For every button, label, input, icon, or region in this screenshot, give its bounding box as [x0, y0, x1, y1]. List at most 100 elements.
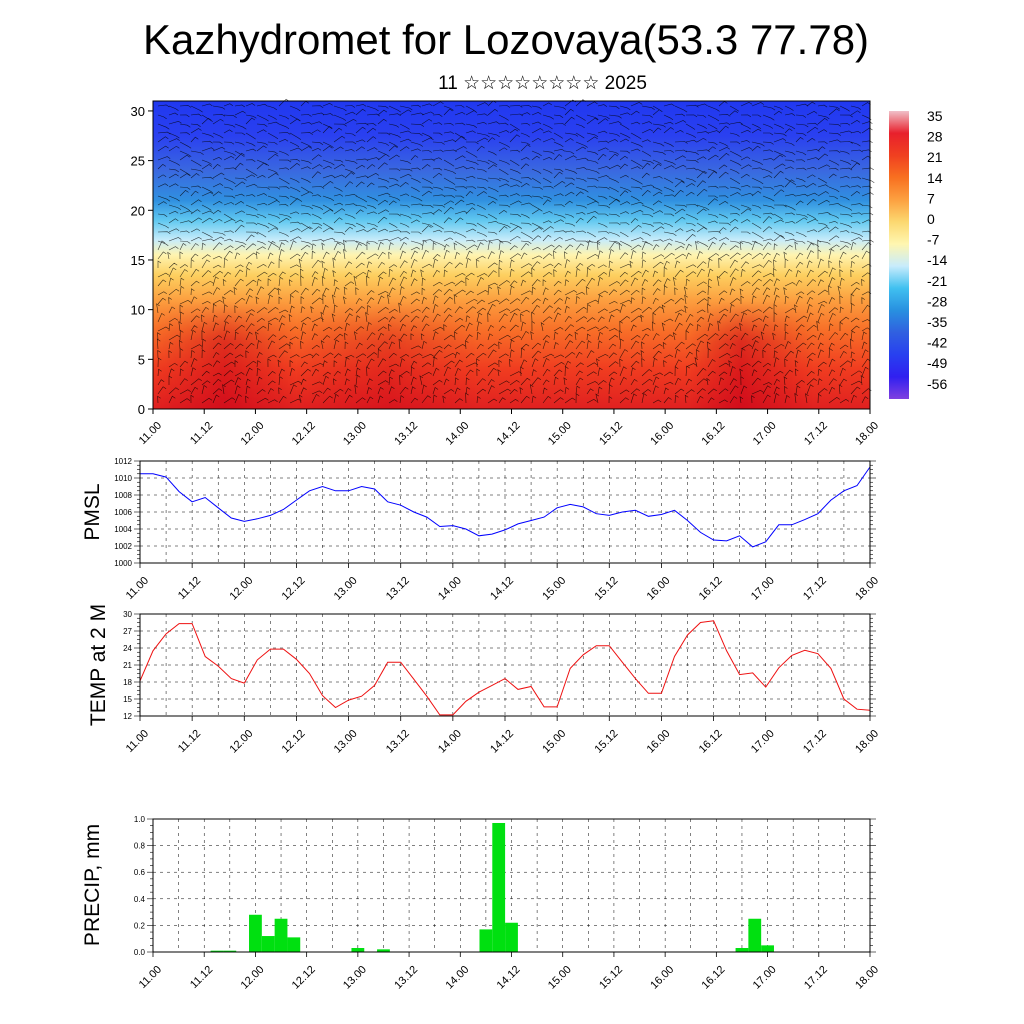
y-tick-label: 1000: [114, 559, 132, 568]
x-tick-label: 11.12: [176, 575, 203, 602]
x-tick-label: 12.00: [227, 575, 255, 603]
y-tick-label: 0.6: [134, 868, 146, 877]
y-tick-label: 24: [123, 644, 132, 653]
x-tick-label: 11.12: [188, 964, 215, 991]
heatmap-x-tick-label: 11.00: [137, 420, 164, 447]
colorbar-strip: [889, 111, 909, 399]
colorbar-label: 7: [927, 190, 935, 206]
y-tick-label: 0.8: [134, 842, 146, 851]
cross-section-panel: 0 5 10 15 20 25 30 11.00 11.12 12.00 12.12 13.00 13…: [131, 98, 881, 448]
heatmap-x-tick-label: 13.12: [392, 420, 420, 448]
precip-bar: [761, 945, 774, 952]
heatmap-x-axis: 11.00 11.12 12.00 12.12 13.00 13.12 14.00 14.12…: [137, 409, 881, 448]
y-tick-label: 1004: [114, 525, 132, 534]
colorbar-label: -28: [927, 293, 947, 309]
precip-bar: [351, 948, 365, 952]
precip-bar: [492, 822, 506, 952]
heatmap-y-tick-label: 0: [138, 402, 145, 417]
heatmap-x-tick-label: 13.00: [341, 420, 369, 448]
heatmap-x-tick-label: 15.12: [597, 420, 625, 448]
colorbar-label: 28: [927, 129, 943, 145]
heatmap-warm-cores: [153, 101, 870, 409]
colorbar-label: -14: [927, 252, 947, 268]
precip-bar: [479, 929, 493, 952]
x-tick-label: 17.12: [801, 728, 829, 756]
x-tick-label: 15.12: [592, 575, 620, 603]
x-tick-label: 11.00: [137, 964, 164, 991]
x-tick-label: 15.00: [540, 575, 568, 603]
y-tick-label: 0.2: [134, 921, 146, 930]
colorbar-label: -49: [927, 355, 947, 371]
precip-bar: [210, 950, 224, 952]
heatmap-y-tick-label: 25: [131, 154, 145, 169]
x-tick-label: 18.00: [853, 964, 881, 992]
y-axis-title: PRECIP, mm: [81, 824, 104, 946]
chart-title: Kazhydromet for Lozovaya(53.3 77.78): [142, 16, 870, 63]
y-tick-label: 1006: [114, 508, 132, 517]
series-line: [140, 466, 871, 548]
x-tick-label: 12.12: [290, 964, 318, 992]
colorbar-label: -42: [927, 335, 947, 351]
precip-bar: [287, 937, 301, 952]
x-tick-label: 11.12: [176, 728, 203, 755]
x-tick-label: 13.00: [341, 964, 369, 992]
heatmap-y-tick-label: 10: [131, 303, 145, 318]
colorbar-label: 0: [927, 211, 935, 227]
precip-bar: [274, 918, 288, 952]
x-tick-label: 14.12: [488, 575, 516, 603]
x-tick-label: 18.00: [853, 575, 881, 603]
heatmap-y-tick-label: 5: [138, 352, 145, 367]
x-tick-label: 13.12: [392, 964, 420, 992]
y-tick-label: 1002: [114, 542, 132, 551]
x-tick-label: 13.00: [332, 728, 360, 756]
x-tick-label: 14.12: [488, 728, 516, 756]
colorbar-label: -35: [927, 314, 947, 330]
x-tick-label: 16.12: [697, 728, 725, 756]
heatmap-x-tick-label: 18.00: [853, 420, 881, 448]
y-axis-title: PMSL: [81, 483, 104, 540]
colorbar: 35 28 21 14 7 0 -7 -14 -21 -28 -35 -42 -49 -56: [889, 108, 947, 399]
x-tick-label: 15.12: [597, 964, 625, 992]
precip-bar: [748, 918, 762, 952]
x-tick-label: 17.00: [749, 575, 777, 603]
pmsl-panel: 1000 1002 1004 1006 1008 1010 1012 11.00 11.12 12…: [81, 457, 881, 603]
x-tick-label: 17.00: [749, 728, 777, 756]
heatmap-y-tick-label: 30: [131, 104, 145, 119]
x-tick-label: 18.00: [853, 728, 881, 756]
y-tick-label: 27: [123, 627, 132, 636]
y-tick-label: 15: [123, 695, 132, 704]
x-tick-label: 14.00: [436, 728, 464, 756]
x-tick-label: 15.00: [546, 964, 574, 992]
x-tick-label: 16.00: [648, 964, 676, 992]
heatmap-x-tick-label: 17.00: [751, 420, 779, 448]
x-tick-label: 16.12: [700, 964, 728, 992]
chart-subtitle: 11 ☆☆☆☆☆☆☆☆ 2025: [438, 73, 647, 94]
x-tick-label: 14.00: [443, 964, 471, 992]
precip-bar: [223, 950, 237, 952]
x-tick-label: 12.12: [280, 575, 308, 603]
x-tick-label: 17.12: [801, 575, 829, 603]
y-tick-label: 1012: [114, 457, 132, 466]
y-tick-label: 21: [123, 661, 132, 670]
y-tick-label: 1.0: [134, 815, 146, 824]
x-tick-label: 12.00: [239, 964, 267, 992]
precipitation-panel: 0.0 0.2 0.4 0.6 0.8 1.0 11.00 11.12 12.00 12.12 13…: [81, 815, 881, 992]
colorbar-label: 14: [927, 170, 943, 186]
heatmap-x-tick-label: 16.00: [648, 420, 676, 448]
x-tick-label: 13.12: [384, 728, 412, 756]
y-tick-label: 18: [123, 678, 132, 687]
x-tick-label: 12.12: [280, 728, 308, 756]
x-tick-label: 15.00: [540, 728, 568, 756]
colorbar-label: 21: [927, 149, 943, 165]
precip-bar: [261, 936, 275, 952]
x-tick-label: 14.00: [436, 575, 464, 603]
colorbar-labels: 35 28 21 14 7 0 -7 -14 -21 -28 -35 -42 -49 -56: [927, 108, 947, 392]
heatmap-y-axis: 0 5 10 15 20 25 30: [131, 104, 153, 417]
colorbar-label: -21: [927, 273, 947, 289]
y-tick-label: 1010: [114, 474, 132, 483]
heatmap-x-tick-label: 17.12: [802, 420, 830, 448]
precip-bar: [377, 949, 390, 952]
x-tick-label: 11.00: [124, 575, 151, 602]
temperature-panel: 12 15 18 21 24 27 30 11.00 11.12 12.00 12.12 13.00 1…: [87, 604, 881, 756]
colorbar-label: -56: [927, 376, 947, 392]
